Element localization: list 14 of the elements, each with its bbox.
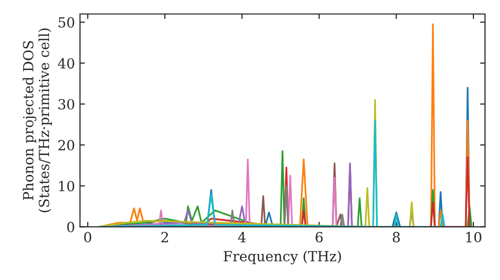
y-tick-label: 30 <box>58 99 74 110</box>
y-tick-label: 20 <box>58 140 74 150</box>
x-tick-label: 8 <box>392 232 400 242</box>
y-tick-label: 50 <box>58 17 74 28</box>
x-tick-label: 10 <box>466 232 482 242</box>
y-tick-label: 10 <box>59 180 74 192</box>
x-tick-label: 0 <box>84 232 92 242</box>
x-tick-label: 6 <box>316 232 323 242</box>
x-tick-label: 2 <box>161 232 168 242</box>
y-tick-label: 40 <box>58 58 74 69</box>
x-axis-title: Frequency (THz) <box>224 250 341 264</box>
y-tick-label: 0 <box>67 222 74 232</box>
x-tick-label: 4 <box>238 232 246 242</box>
y-axis-title: Phonon projected DOS (States/THz·primitive cell) <box>22 28 52 212</box>
